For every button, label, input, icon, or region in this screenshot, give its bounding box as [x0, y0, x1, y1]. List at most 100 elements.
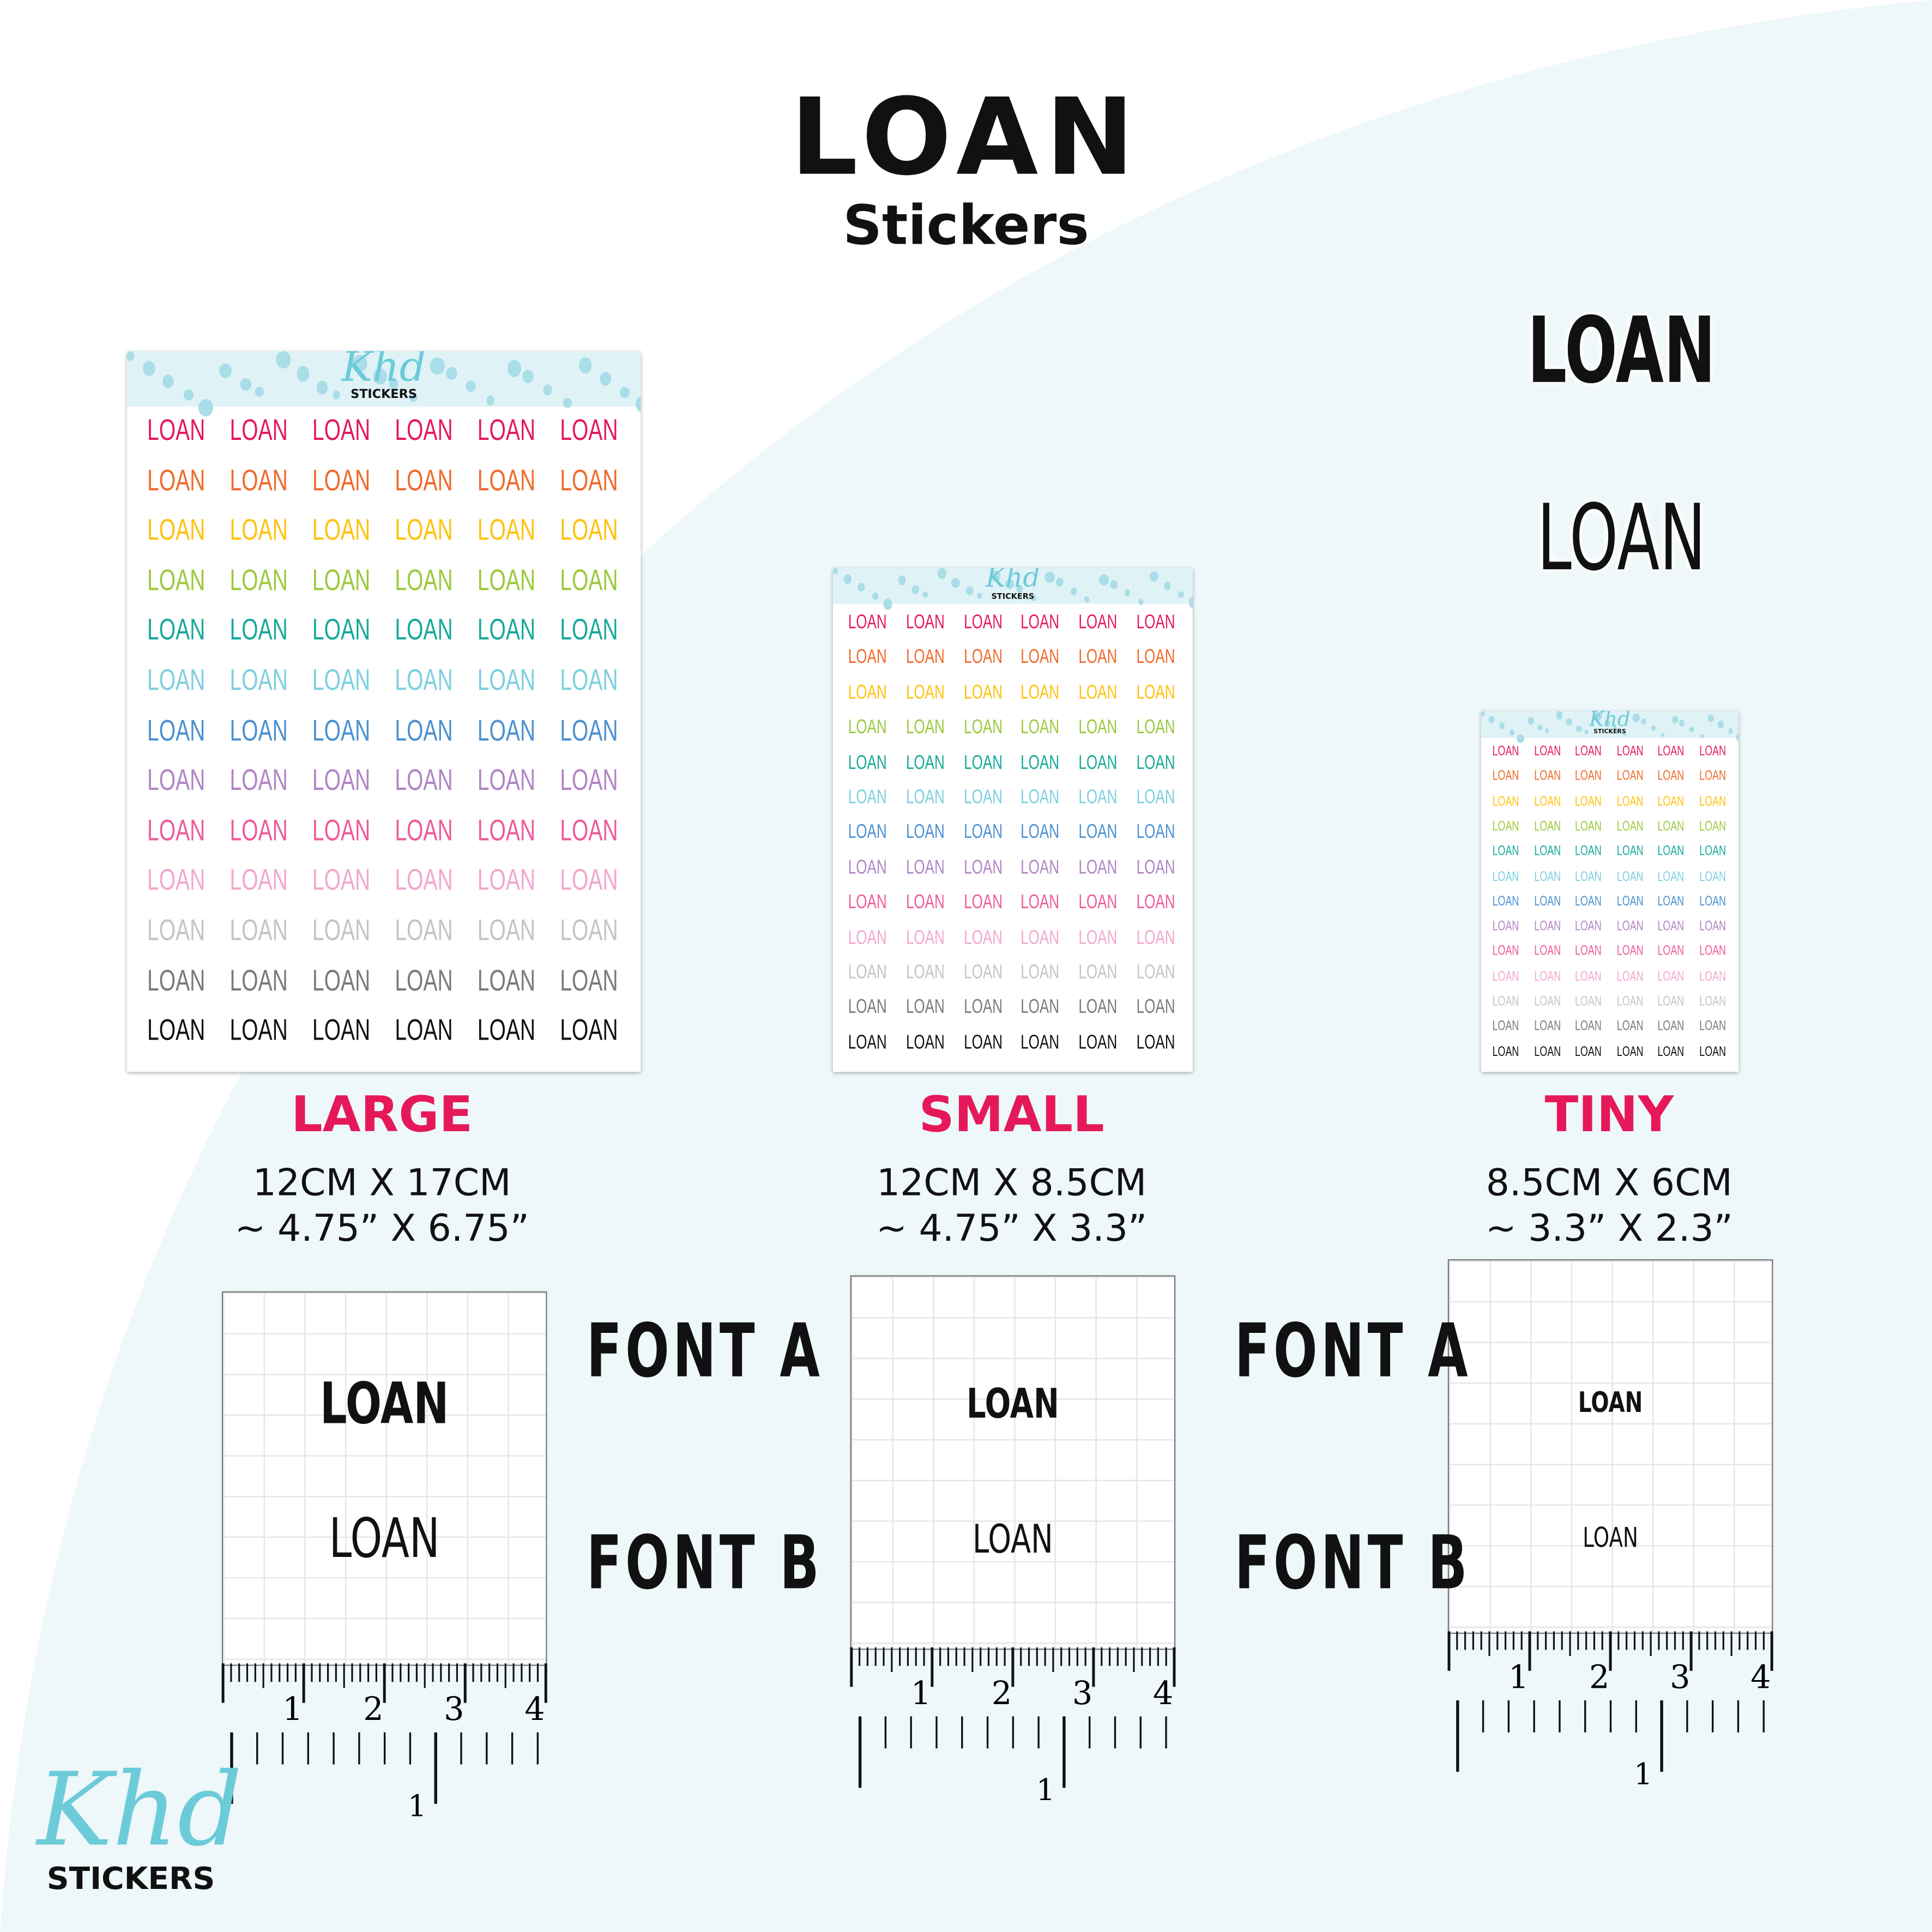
sticker: LOAN: [1021, 857, 1060, 879]
dot-pattern: [1164, 581, 1172, 590]
ruler-label: 3: [1072, 1674, 1092, 1712]
sheet-header: Khd STICKERS: [126, 351, 641, 416]
sticker: LOAN: [1699, 1044, 1726, 1059]
dot-pattern: [1700, 734, 1704, 739]
dot-pattern: [1566, 718, 1573, 726]
size-grid-tiny: LOAN LOAN: [1447, 1259, 1773, 1634]
sticker: LOAN: [1021, 927, 1060, 949]
sticker: LOAN: [477, 814, 536, 848]
sticker: LOAN: [963, 927, 1003, 949]
size-dims-large: 12CM X 17CM ~ 4.75” X 6.75”: [235, 1161, 529, 1252]
sticker: LOAN: [230, 464, 288, 498]
dot-pattern: [1718, 721, 1724, 728]
sample-sticker-font-a: LOAN: [1527, 298, 1716, 404]
imperial: ~ 4.75” X 6.75”: [234, 1207, 529, 1251]
sticker: LOAN: [147, 914, 206, 948]
sticker: LOAN: [1078, 962, 1118, 983]
sticker: LOAN: [1533, 1044, 1561, 1059]
sticker: LOAN: [560, 614, 618, 648]
sticker: LOAN: [395, 414, 453, 448]
sticker: LOAN: [1575, 944, 1602, 959]
sticker: LOAN: [1575, 869, 1602, 884]
sticker: LOAN: [477, 964, 536, 998]
dot-pattern: [1689, 727, 1694, 733]
dot-pattern: [1099, 573, 1109, 585]
dot-pattern: [1622, 731, 1627, 736]
sticker: LOAN: [905, 647, 945, 668]
sticker: LOAN: [1658, 844, 1685, 859]
dot-pattern: [1149, 572, 1158, 582]
sticker: LOAN: [1616, 844, 1644, 859]
ruler: 1 2 3 4 1: [1447, 1631, 1773, 1791]
sticker: LOAN: [848, 997, 887, 1018]
sticker: LOAN: [1078, 822, 1118, 843]
sticker: LOAN: [1658, 994, 1685, 1010]
font-b-label: FONT B: [1234, 1520, 1471, 1607]
sticker: LOAN: [395, 864, 453, 898]
dot-pattern: [897, 576, 906, 586]
sticker: LOAN: [1699, 744, 1726, 759]
size-dims-tiny: 8.5CM X 6CM ~ 3.3” X 2.3”: [1486, 1161, 1733, 1252]
sticker: LOAN: [905, 752, 945, 774]
sticker: LOAN: [1575, 1019, 1602, 1034]
dot-pattern: [126, 351, 135, 361]
sticker: LOAN: [1078, 1032, 1118, 1054]
sticker: LOAN: [905, 962, 945, 983]
ruler-label: 2: [363, 1690, 383, 1728]
sticker: LOAN: [230, 964, 288, 998]
sticker: LOAN: [1575, 1044, 1602, 1059]
dot-pattern: [858, 583, 866, 592]
sticker: LOAN: [230, 614, 288, 648]
sticker: LOAN: [1658, 869, 1685, 884]
ruler: 1 2 3 4 1: [221, 1663, 547, 1824]
sticker: LOAN: [1699, 919, 1726, 934]
ruler-label: 1: [1036, 1773, 1055, 1807]
dot-pattern: [1110, 579, 1118, 589]
sticker: LOAN: [147, 964, 206, 998]
sticker: LOAN: [1658, 794, 1685, 810]
sticker: LOAN: [395, 764, 453, 798]
sticker: LOAN: [1492, 944, 1519, 959]
sticker: LOAN: [1078, 647, 1118, 668]
size-name-large: LARGE: [291, 1086, 473, 1144]
sticker: LOAN: [1021, 612, 1060, 633]
sticker: LOAN: [395, 714, 453, 748]
sticker: LOAN: [560, 914, 618, 948]
sticker: LOAN: [905, 612, 945, 633]
sticker: LOAN: [1021, 962, 1060, 983]
sticker: LOAN: [560, 1014, 618, 1048]
dot-pattern: [353, 354, 367, 372]
sticker: LOAN: [1492, 769, 1519, 784]
size-name-tiny: TINY: [1544, 1086, 1674, 1144]
sticker: LOAN: [1658, 744, 1685, 759]
sticker: LOAN: [1021, 647, 1060, 668]
sticker: LOAN: [560, 664, 618, 698]
sticker: LOAN: [1492, 794, 1519, 810]
dot-pattern: [966, 587, 974, 596]
sticker: LOAN: [1575, 819, 1602, 834]
sticker: LOAN: [395, 564, 453, 597]
sticker: LOAN: [1136, 682, 1175, 704]
dot-pattern: [296, 366, 310, 382]
dot-pattern: [1612, 724, 1617, 730]
dot-pattern: [389, 378, 399, 390]
sticker: LOAN: [1078, 752, 1118, 774]
sticker: LOAN: [477, 864, 536, 898]
dot-pattern: [1633, 714, 1640, 723]
sticker: LOAN: [395, 914, 453, 948]
metric: 12CM X 8.5CM: [876, 1162, 1147, 1205]
dot-pattern: [1499, 722, 1505, 729]
sticker: LOAN: [395, 514, 453, 547]
sticker: LOAN: [147, 864, 206, 898]
sticker: LOAN: [1699, 969, 1726, 985]
dot-pattern: [1138, 598, 1144, 605]
sample-font-a-large: LOAN: [319, 1370, 449, 1437]
sticker: LOAN: [1136, 752, 1175, 774]
sheet-logo-text: STICKERS: [1593, 728, 1626, 735]
dot-pattern: [976, 593, 982, 599]
sticker: LOAN: [1616, 919, 1644, 934]
sticker: LOAN: [848, 1032, 887, 1054]
sticker: LOAN: [963, 647, 1003, 668]
sticker: LOAN: [1658, 944, 1685, 959]
sticker: LOAN: [147, 464, 206, 498]
